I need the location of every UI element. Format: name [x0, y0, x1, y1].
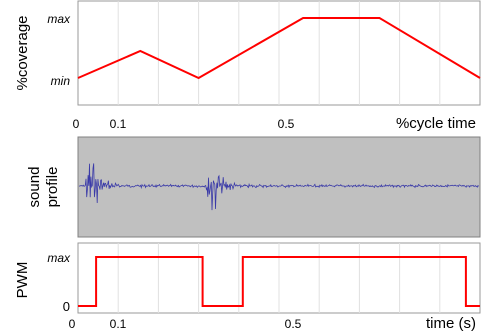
coverage-x-tick-0-1: 0.1 [110, 117, 127, 131]
coverage-y-tick-max: max [47, 12, 71, 26]
coverage-x-axis-label: %cycle time [396, 115, 476, 132]
pwm-x-tick-0-1: 0.1 [110, 317, 127, 331]
coverage-series-line [77, 17, 481, 80]
pwm-y-axis-label: PWM [14, 262, 31, 299]
pwm-series-line [78, 256, 480, 307]
coverage-x-tick-0: 0 [73, 117, 80, 131]
pwm-x-tick-0-5: 0.5 [285, 317, 302, 331]
pwm-y-tick-max: max [47, 251, 71, 265]
pwm-y-tick-zero: 0 [63, 299, 70, 314]
sound-waveform [78, 163, 479, 211]
sound-profile-label-line-2: profile [44, 167, 61, 208]
pwm-panel: PWM max 0 0 0.1 0.5 time (s) [14, 242, 481, 332]
pwm-x-axis-label: time (s) [426, 315, 476, 332]
coverage-x-tick-0-5: 0.5 [278, 117, 295, 131]
sound-profile-label-line-1: sound [26, 167, 43, 208]
coverage-panel: %coverage max min 0 0.1 0.5 %cycle time [14, 0, 481, 132]
coverage-y-tick-min: min [51, 74, 71, 88]
sound-profile-background [77, 136, 481, 238]
sound-profile-panel: sound profile [26, 136, 481, 238]
coverage-y-axis-label: %coverage [14, 15, 31, 90]
pwm-grid [117, 243, 441, 313]
pwm-x-tick-0: 0 [69, 317, 76, 331]
